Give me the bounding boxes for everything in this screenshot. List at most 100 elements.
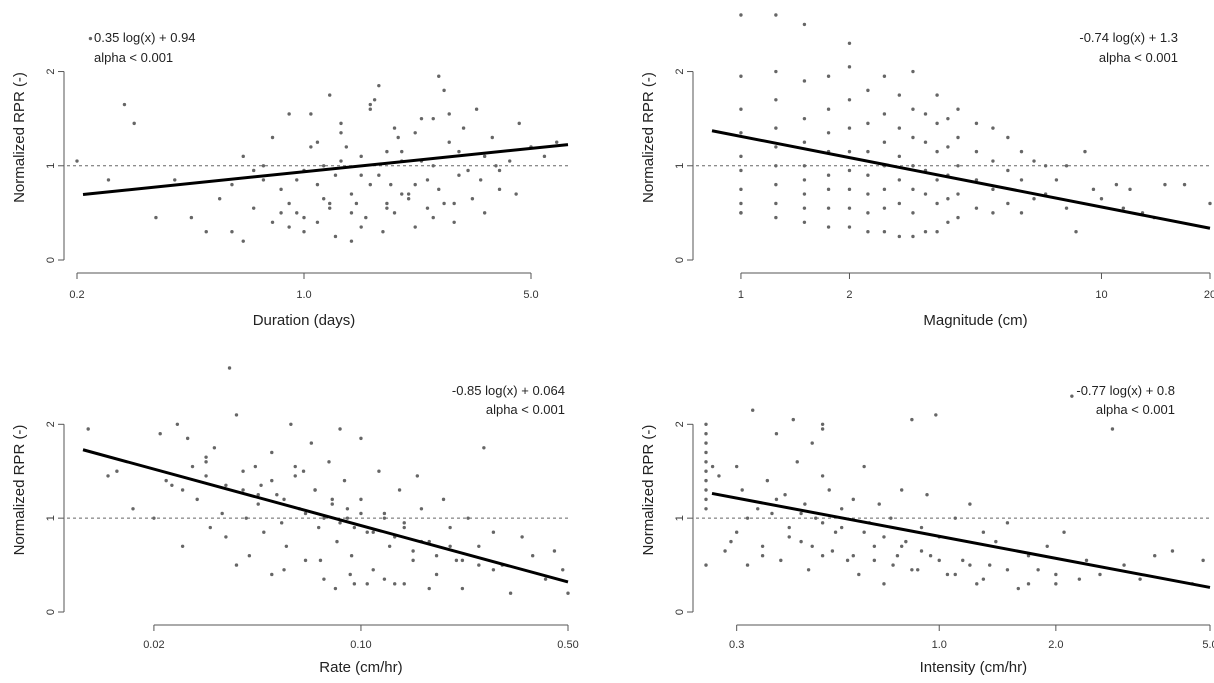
data-point	[400, 192, 404, 196]
data-point	[1019, 211, 1024, 215]
data-point	[204, 455, 208, 459]
data-point	[359, 436, 363, 441]
data-point	[457, 149, 461, 154]
y-tick-label: 1	[674, 515, 686, 521]
data-point	[882, 74, 887, 78]
data-point	[1091, 187, 1096, 192]
y-tick-label: 0	[674, 609, 686, 615]
data-point	[185, 436, 190, 441]
data-point	[217, 197, 222, 201]
x-tick-label: 5.0	[1202, 639, 1214, 651]
data-point	[935, 230, 939, 234]
data-point	[566, 591, 570, 595]
data-point	[847, 168, 852, 173]
data-point	[810, 441, 814, 445]
data-point	[953, 516, 957, 520]
data-point	[1083, 149, 1087, 154]
data-point	[704, 431, 708, 436]
data-point	[543, 577, 548, 581]
data-point	[359, 154, 363, 159]
data-point	[739, 211, 743, 215]
data-point	[466, 516, 470, 520]
data-point	[419, 116, 424, 121]
data-point	[359, 225, 363, 229]
data-point	[994, 539, 998, 544]
y-tick-label: 1	[45, 163, 57, 169]
data-point	[497, 168, 502, 173]
data-point	[154, 215, 158, 220]
data-point	[770, 511, 774, 516]
data-point	[393, 582, 397, 586]
regression-line	[711, 129, 1211, 230]
data-point	[220, 511, 224, 516]
data-point	[745, 516, 750, 520]
data-point	[241, 154, 245, 159]
data-point	[981, 530, 986, 534]
data-point	[385, 149, 389, 154]
data-point	[234, 563, 239, 567]
y-tick-label: 1	[674, 163, 686, 169]
data-point	[802, 79, 807, 83]
data-point	[1163, 182, 1167, 187]
data-point	[508, 591, 513, 595]
data-point	[937, 558, 941, 563]
data-point	[760, 544, 765, 549]
data-point	[227, 366, 232, 370]
data-point	[810, 544, 814, 549]
data-point	[820, 521, 825, 525]
data-point	[889, 516, 893, 520]
data-point	[279, 521, 284, 525]
data-point	[478, 178, 483, 182]
data-point	[477, 544, 481, 549]
data-point	[359, 497, 363, 502]
data-point	[704, 460, 708, 464]
data-point	[448, 525, 452, 530]
data-point	[330, 502, 334, 506]
data-point	[514, 192, 518, 196]
data-point	[253, 464, 258, 469]
data-point	[270, 572, 274, 577]
data-point	[313, 488, 317, 492]
data-point	[802, 178, 807, 182]
data-point	[911, 69, 915, 74]
data-point	[756, 507, 760, 511]
data-point	[803, 502, 807, 506]
data-point	[1153, 553, 1157, 558]
data-point	[723, 549, 727, 553]
data-point	[704, 497, 708, 502]
data-point	[802, 164, 807, 168]
data-point	[333, 173, 338, 177]
data-point	[474, 107, 479, 111]
data-point	[224, 535, 228, 539]
data-point	[289, 422, 293, 427]
data-point	[802, 116, 807, 121]
data-point	[882, 582, 886, 586]
data-point	[956, 107, 960, 111]
data-point	[802, 22, 807, 27]
data-point	[774, 201, 778, 206]
data-point	[434, 572, 439, 577]
y-tick-label: 2	[45, 421, 57, 427]
data-point	[956, 135, 960, 140]
data-point	[425, 206, 430, 210]
x-tick-label: 0.2	[69, 289, 84, 301]
data-point	[460, 558, 465, 563]
data-point	[204, 474, 208, 478]
data-point	[1074, 230, 1078, 234]
data-point	[490, 135, 494, 140]
data-point	[866, 211, 870, 215]
x-tick-label: 20	[1204, 289, 1214, 301]
data-point	[180, 488, 185, 492]
data-point	[287, 225, 291, 229]
y-tick-label: 0	[45, 609, 57, 615]
data-point	[734, 464, 739, 469]
data-point	[866, 192, 870, 196]
data-point	[826, 107, 831, 111]
data-point	[352, 582, 357, 586]
data-point	[910, 417, 914, 422]
data-point	[377, 83, 381, 88]
data-point	[923, 140, 928, 144]
data-point	[402, 521, 406, 525]
data-point	[175, 422, 180, 427]
data-point	[991, 159, 995, 163]
